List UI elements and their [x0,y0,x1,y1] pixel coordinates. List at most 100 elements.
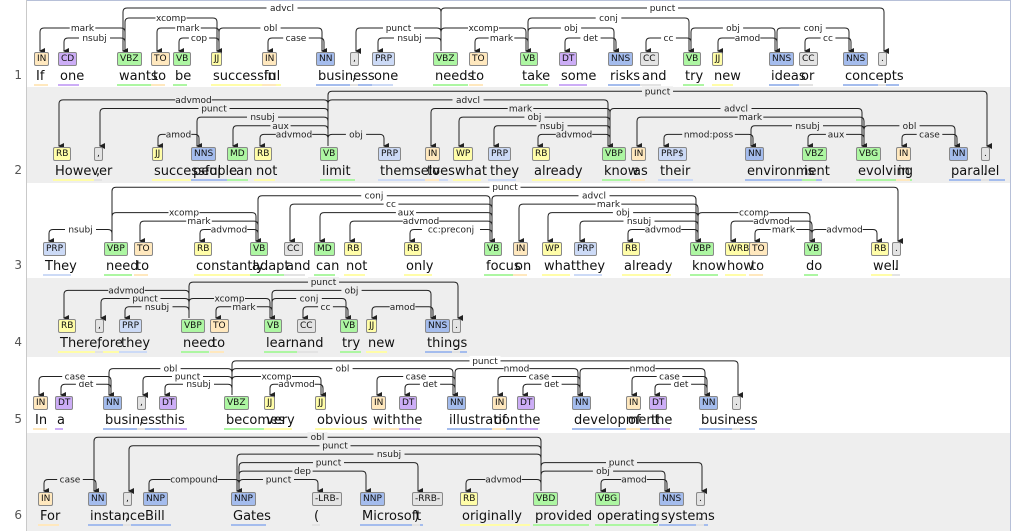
token-word[interactable]: do [806,259,823,274]
pos-tag[interactable]: . [452,319,461,333]
token-word[interactable]: successful [154,164,222,179]
token-word[interactable]: , [97,336,102,351]
token-word[interactable]: and [642,69,667,84]
pos-tag[interactable]: JJ [315,396,327,410]
arc-label[interactable]: compound [170,476,218,486]
pos-tag[interactable]: PRP [372,52,396,66]
arc-label[interactable]: mark [176,24,200,34]
pos-tag[interactable]: -LRB- [312,492,342,506]
pos-tag[interactable]: -RRB- [412,492,444,506]
pos-tag[interactable]: NNP [360,492,385,506]
arc-label[interactable]: advmod [753,217,790,227]
arc-label[interactable]: obj [349,130,363,140]
arc-label[interactable]: cc [664,34,674,44]
arc-label[interactable]: cc [386,200,396,210]
pos-tag[interactable]: VB [340,319,359,333]
token-word[interactable]: and [286,259,311,274]
token-word[interactable]: wants [119,69,158,84]
arc-label[interactable]: advmod [278,380,315,390]
token-word[interactable]: , [96,164,101,179]
token-word[interactable]: to [153,69,167,84]
arc-label[interactable]: obl [336,365,350,375]
arc-label[interactable]: cc:preconj [428,226,474,236]
pos-tag[interactable]: VBP [181,319,205,333]
arc-label[interactable]: punct [132,295,158,305]
token-word[interactable]: ideas [771,69,806,84]
token-word[interactable]: is [804,164,815,179]
pos-tag[interactable]: PRP$ [658,147,687,161]
arc-label[interactable]: advmod [826,226,863,236]
arc-label[interactable]: cc [321,303,331,313]
token-word[interactable]: If [36,69,45,84]
token-word[interactable]: , [125,509,130,524]
pos-tag[interactable]: DT [55,396,74,410]
arc-label[interactable]: case [286,34,307,44]
token-word[interactable]: development [574,413,660,428]
token-word[interactable]: ( [314,509,320,524]
pos-tag[interactable]: TO [210,319,229,333]
pos-tag[interactable]: RB [194,242,213,256]
token-word[interactable]: the [401,413,423,428]
pos-tag[interactable]: TO [749,242,768,256]
pos-tag[interactable]: , [137,396,146,410]
arc-label[interactable]: obj [726,24,740,34]
token-word[interactable]: to [751,259,765,274]
token-word[interactable]: environment [747,164,830,179]
token-word[interactable]: becomes [226,413,285,428]
token-word[interactable]: evolving [858,164,914,179]
pos-tag[interactable]: VBD [533,492,559,506]
pos-tag[interactable]: RB [871,242,890,256]
pos-tag[interactable]: PRP [378,147,402,161]
token-word[interactable]: to [136,259,150,274]
pos-tag[interactable]: MD [227,147,248,161]
token-word[interactable]: instance [90,509,146,524]
pos-tag[interactable]: IN [371,396,387,410]
pos-tag[interactable]: IN [38,492,54,506]
arc-label[interactable]: punct [492,183,518,193]
pos-tag[interactable]: JJ [211,52,223,66]
arc-label[interactable]: nsubj [795,122,819,132]
token-word[interactable]: already [624,259,673,274]
arc-label[interactable]: aux [828,130,845,140]
pos-tag[interactable]: PRP [488,147,512,161]
pos-tag[interactable]: . [732,396,741,410]
arc-label[interactable]: obj [345,286,359,296]
pos-tag[interactable]: NN [316,52,336,66]
arc-label[interactable]: obj [564,24,578,34]
arc-label[interactable]: obl [164,365,178,375]
pos-tag[interactable]: NN [88,492,108,506]
token-word[interactable]: , [139,413,144,428]
token-word[interactable]: and [299,336,324,351]
token-word[interactable]: illustration [449,413,519,428]
token-word[interactable]: . [880,69,885,84]
token-word[interactable]: business [701,413,758,428]
arc-label[interactable]: advmod [211,226,248,236]
pos-tag[interactable]: . [696,492,705,506]
arc-label[interactable]: case [60,476,81,486]
pos-tag[interactable]: NN [745,147,765,161]
token-word[interactable]: They [45,259,77,274]
token-word[interactable]: one [60,69,85,84]
token-word[interactable]: of [494,413,507,428]
pos-tag[interactable]: NN [699,396,719,410]
arc-label[interactable]: det [423,380,438,390]
arc-label[interactable]: case [919,130,940,140]
arc-label[interactable]: case [406,372,427,382]
arc-label[interactable]: punct [311,278,337,288]
arc-label[interactable]: dep [294,467,311,477]
pos-tag[interactable]: RB [404,242,423,256]
pos-tag[interactable]: WP [453,147,474,161]
arc-label[interactable]: punct [322,442,348,452]
arc-label[interactable]: conj [599,14,618,24]
pos-tag[interactable]: IN [33,396,49,410]
token-word[interactable]: Therefore [60,336,123,351]
arc-label[interactable]: mark [232,303,256,313]
token-word[interactable]: things [427,336,468,351]
pos-tag[interactable]: DT [159,396,178,410]
arc-label[interactable]: nmod [504,365,530,375]
token-word[interactable]: learn [266,336,299,351]
token-word[interactable]: well [873,259,899,274]
arc-label[interactable]: mark [490,34,514,44]
arc-label[interactable]: amod [735,34,761,44]
pos-tag[interactable]: VBP [104,242,128,256]
